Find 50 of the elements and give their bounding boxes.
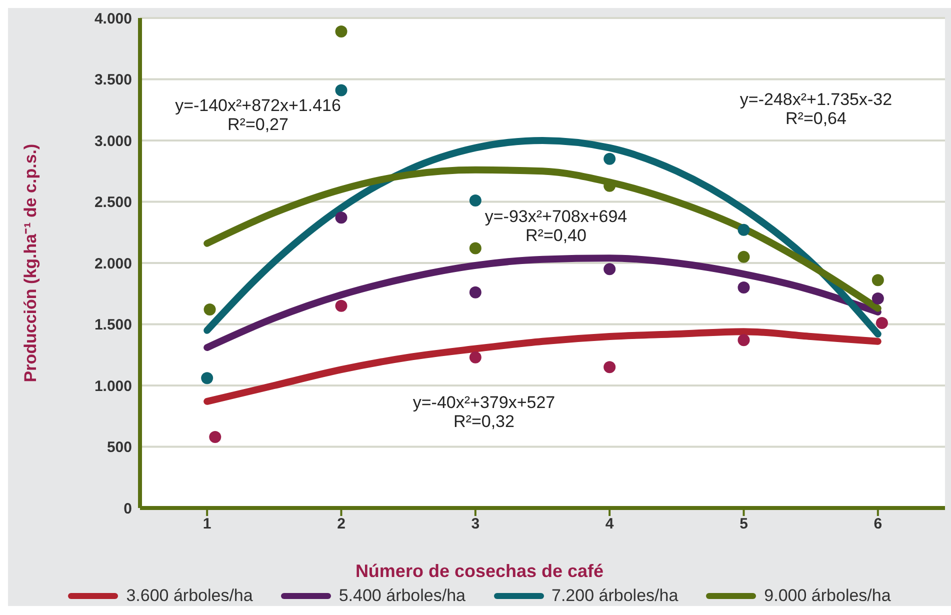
y-tick-label: 4.000 [94,10,132,28]
point [738,282,750,294]
point [738,334,750,346]
point [872,274,884,286]
point [469,351,482,364]
x-tick-label: 6 [874,516,882,533]
y-tick-label: 3.000 [94,132,132,150]
annotation: R²=0,40 [526,226,586,245]
y-tick-label: 0 [124,500,132,518]
point [335,300,348,312]
point [738,250,750,263]
legend-label: 9.000 árboles/ha [764,586,891,606]
point [872,292,884,305]
point [604,152,616,165]
point [469,242,482,254]
legend-label: 7.200 árboles/ha [552,586,678,606]
point [876,317,888,330]
point [738,224,750,236]
x-tick-label: 4 [605,516,614,533]
annotation: y=-248x²+1.735x-32 [740,90,892,109]
point [201,372,214,384]
annotation: R²=0,32 [454,412,514,431]
annotation: y=-93x²+708x+694 [484,207,628,226]
annotation: y=-40x²+379x+527 [412,393,556,412]
y-tick-label: 3.500 [94,72,132,89]
x-tick-label: 5 [740,516,748,533]
point [335,212,348,224]
point [469,194,482,207]
point [604,263,616,276]
y-tick-label: 2.500 [94,194,132,212]
y-axis-title: Producción (kg.ha⁻¹ de c.p.s.) [21,144,40,382]
point [209,430,222,443]
point [604,361,616,374]
legend-label: 3.600 árboles/ha [126,586,253,606]
annotation: y=-140x²+872x+1.416 [175,96,341,115]
point [335,84,348,96]
x-tick-label: 3 [471,516,480,533]
point [469,286,482,298]
annotation: R²=0,64 [786,109,846,128]
x-axis-title: Número de cosechas de café [354,561,605,582]
y-tick-label: 1.000 [94,378,132,395]
point [204,304,216,316]
y-tick-label: 500 [106,439,132,456]
legend-label: 5.400 árboles/ha [338,586,466,606]
y-tick-label: 1.500 [94,316,132,334]
annotation: R²=0,27 [228,115,288,134]
x-tick-label: 1 [202,516,212,533]
y-tick-label: 2.000 [94,255,132,272]
x-tick-label: 2 [337,516,346,533]
point [335,25,348,38]
